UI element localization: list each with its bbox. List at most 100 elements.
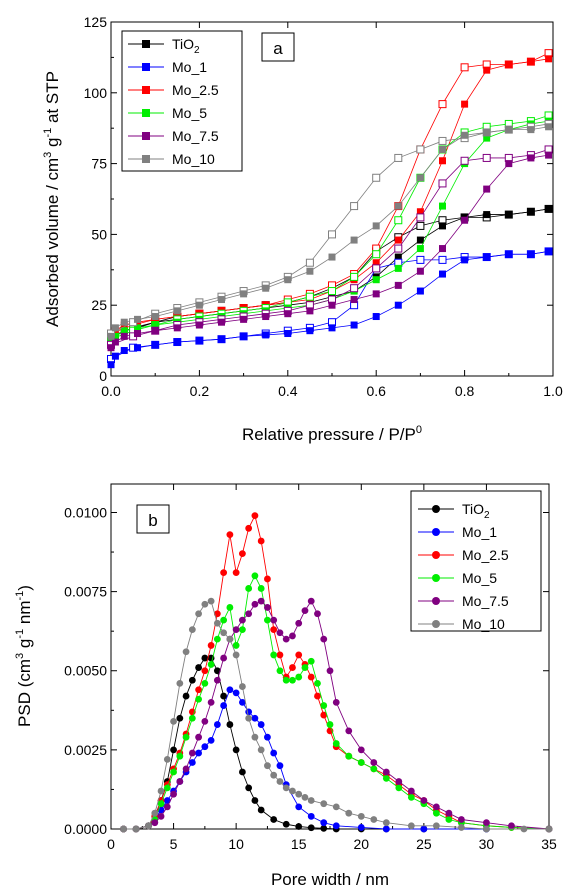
series-b-point-mo-10: [188, 626, 196, 633]
series-a-desorption-point-mo-1: [438, 255, 447, 264]
series-b-point-mo-2-5: [226, 531, 234, 539]
series-a-adsorption-point-mo-1: [483, 253, 491, 261]
series-b-point-mo-1: [239, 698, 246, 706]
series-b-point-mo-2-5: [251, 512, 259, 520]
series-b-point-mo-7-5: [432, 803, 440, 811]
series-b-point-mo-10: [282, 784, 290, 792]
series-b-point-mo-10: [151, 809, 159, 817]
series-a-desorption-point-mo-7-5: [394, 244, 403, 253]
series-a-adsorption-point-mo-10: [151, 313, 159, 321]
series-b-point-tio2: [182, 692, 190, 700]
series-b-point-mo-10: [295, 790, 303, 798]
panel-a-legend-marker-mo-2-5: [142, 86, 150, 94]
panel-b-y-label-sup: 3: [14, 653, 26, 659]
series-b-point-mo-1: [332, 822, 340, 830]
series-b-point-mo-7-5: [182, 765, 190, 773]
series-a-adsorption-point-mo-1: [545, 247, 553, 255]
series-a-adsorption-point-mo-1: [350, 321, 358, 329]
panel-b-tag-box: [136, 504, 170, 534]
series-a-adsorption-point-mo-10: [306, 267, 314, 275]
series-a-adsorption-point-mo-10: [262, 284, 270, 292]
panel-a-chart: 0.0 0.2 0.4 0.6 0.8 1.0 0 25 50 75 100 125 TiO2 Mo_1…: [42, 14, 563, 444]
series-b-line-mo-7-5: [123, 600, 550, 830]
series-b-point-mo-10: [176, 680, 184, 687]
series-b-point-mo-7-5: [264, 604, 271, 611]
series-b-point-mo-5: [170, 768, 177, 776]
series-a-adsorption-point-mo-1: [218, 335, 225, 343]
series-a-adsorption-point-mo-10: [328, 253, 336, 261]
series-b-point-mo-10: [458, 824, 465, 831]
series-a-adsorption-point-mo-10: [284, 276, 292, 284]
series-b-point-mo-5: [445, 816, 453, 823]
panel-a-tag-box: [261, 32, 295, 62]
series-a-adsorption-point-tio2: [505, 211, 513, 219]
series-b-point-mo-5: [326, 721, 334, 728]
series-b-point-mo-10: [170, 717, 177, 725]
series-a-adsorption-point-mo-10: [416, 174, 424, 182]
series-b-point-mo-1: [251, 714, 259, 722]
series-b-point-tio2: [201, 654, 209, 662]
b-x-tick-label: 0: [107, 836, 115, 852]
series-a-desorption-point-mo-7-5: [350, 284, 359, 293]
a-x-tick-label: 1.0: [543, 383, 563, 399]
series-a-adsorption-point-mo-1: [284, 330, 292, 338]
panel-a-y-label-part: Adsorbed volume / cm: [43, 158, 62, 327]
series-b-point-mo-1: [276, 762, 284, 770]
panel-b-y-label-part: PSD (cm: [15, 659, 34, 727]
series-b-point-mo-5: [382, 774, 390, 782]
series-b-point-mo-7-5: [357, 746, 365, 754]
b-x-tick-label: 20: [353, 836, 369, 852]
series-b-point-mo-1: [295, 803, 303, 811]
panel-a-legend-label-mo-2-5: Mo_2.5: [172, 82, 219, 98]
series-b-point-mo-7-5: [195, 733, 203, 741]
panel-a-ticks: 0.0 0.2 0.4 0.6 0.8 1.0 0 25 50 75 100 125: [84, 14, 563, 399]
series-a-desorption-point-mo-5: [372, 250, 381, 259]
series-a-adsorption-point-mo-2-5: [505, 60, 513, 68]
series-b-point-mo-1: [264, 733, 271, 741]
b-y-tick-label: 0.0000: [64, 821, 107, 837]
series-b-point-mo-5: [289, 676, 296, 684]
series-b-point-mo-10: [257, 746, 265, 754]
panel-b-legend-label-mo-7-5: Mo_7.5: [462, 593, 509, 609]
series-a-adsorption-point-mo-7-5: [416, 267, 424, 275]
series-b-point-mo-7-5: [257, 597, 265, 605]
series-b-point-mo-10: [207, 597, 215, 605]
panel-b-legend-label-subscript: 2: [484, 510, 490, 521]
series-b-point-mo-7-5: [445, 809, 453, 817]
series-b-point-mo-1: [245, 708, 253, 716]
series-b-point-mo-7-5: [176, 778, 184, 785]
series-b-line-mo-1: [123, 689, 549, 830]
panel-a-legend-label-mo-1: Mo_1: [172, 59, 207, 75]
series-b-point-mo-5: [207, 661, 215, 668]
series-b-point-mo-1: [270, 749, 278, 757]
series-a-adsorption-point-mo-10: [120, 318, 128, 326]
b-y-tick-label: 0.0025: [64, 742, 107, 758]
series-b-point-mo-5: [395, 784, 403, 792]
series-b-point-mo-1: [207, 736, 215, 744]
series-a-adsorption-point-mo-7-5: [151, 327, 159, 335]
series-b-point-mo-7-5: [170, 790, 177, 798]
series-b-point-mo-1: [257, 721, 265, 728]
series-b-point-tio2: [220, 692, 228, 700]
series-b-point-mo-10: [332, 803, 340, 811]
series-b-point-mo-5: [314, 680, 321, 687]
series-b-point-mo-7-5: [483, 819, 490, 827]
a-y-tick-label: 25: [91, 297, 107, 313]
panel-b-legend-box: [410, 490, 542, 632]
series-b-point-mo-5: [176, 752, 184, 760]
series-b-point-mo-7-5: [207, 698, 215, 706]
series-a-desorption-point-mo-7-5: [460, 156, 469, 165]
series-a-adsorption-point-mo-7-5: [195, 321, 203, 329]
series-a-adsorption-point-mo-7-5: [284, 310, 292, 318]
panel-a-x-label-text: Relative pressure / P/P: [242, 425, 416, 444]
series-b-point-mo-5: [245, 585, 253, 592]
series-b-point-mo-5: [320, 702, 328, 709]
series-a-adsorption-point-mo-10: [439, 145, 446, 153]
series-a-desorption-point-mo-2-5: [460, 63, 469, 72]
series-b-point-mo-2-5: [195, 686, 203, 694]
series-b-point-mo-5: [257, 585, 265, 592]
series-b-point-tio2: [176, 714, 184, 722]
series-b-point-mo-7-5: [245, 610, 253, 618]
panel-a-legend-marker-tio2: [142, 40, 150, 48]
series-b-point-mo-5: [357, 759, 365, 766]
